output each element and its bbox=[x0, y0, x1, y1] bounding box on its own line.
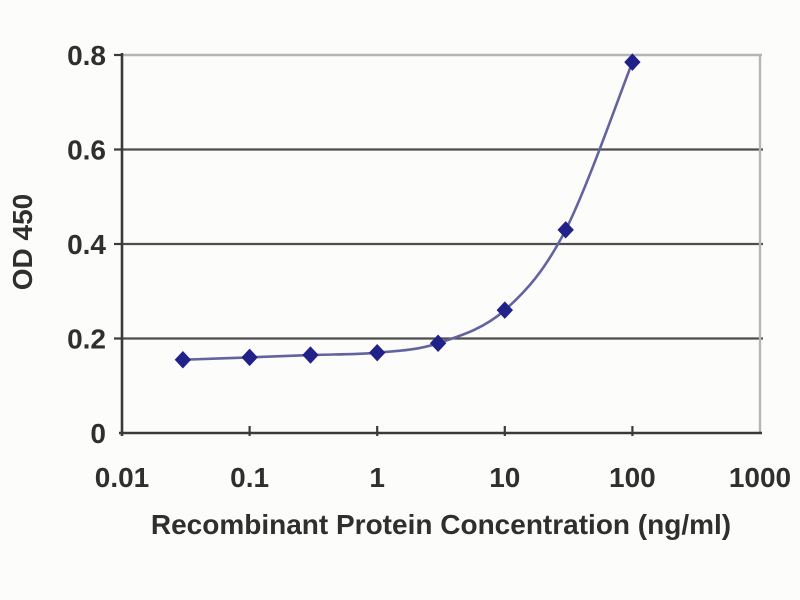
x-tick-label-100: 100 bbox=[609, 462, 656, 493]
y-tick-label-0.2: 0.2 bbox=[67, 324, 106, 355]
gridlines bbox=[122, 53, 763, 433]
x-tick-label-0.01: 0.01 bbox=[95, 462, 150, 493]
y-tick-label-0.6: 0.6 bbox=[67, 135, 106, 166]
data-point-marker-30 bbox=[557, 221, 574, 239]
data-series bbox=[174, 53, 641, 369]
x-axis-title: Recombinant Protein Concentration (ng/ml… bbox=[151, 509, 731, 540]
series-line bbox=[181, 60, 634, 362]
x-tick-label-10: 10 bbox=[489, 462, 520, 493]
data-point-marker-0.1 bbox=[241, 348, 258, 367]
y-tick-label-0.8: 0.8 bbox=[67, 40, 106, 71]
tick-labels: 0 0.2 0.4 0.6 0.8 0.01 0.1 1 10 100 1000 bbox=[67, 40, 791, 493]
data-point-marker-3 bbox=[429, 334, 447, 352]
data-point-marker-1 bbox=[369, 343, 386, 362]
x-tick-label-1000: 1000 bbox=[729, 462, 791, 493]
y-tick-label-0.4: 0.4 bbox=[67, 229, 106, 260]
y-axis-title: OD 450 bbox=[7, 194, 38, 291]
y-tick-label-0: 0 bbox=[90, 418, 106, 449]
tick-marks bbox=[114, 53, 634, 436]
data-point-marker-0.03 bbox=[174, 351, 192, 369]
x-tick-label-0.1: 0.1 bbox=[230, 462, 269, 493]
data-point-marker-100 bbox=[624, 53, 641, 71]
data-point-marker-10 bbox=[496, 301, 513, 319]
data-point-marker-0.3 bbox=[302, 346, 319, 364]
x-tick-label-1: 1 bbox=[369, 462, 385, 493]
